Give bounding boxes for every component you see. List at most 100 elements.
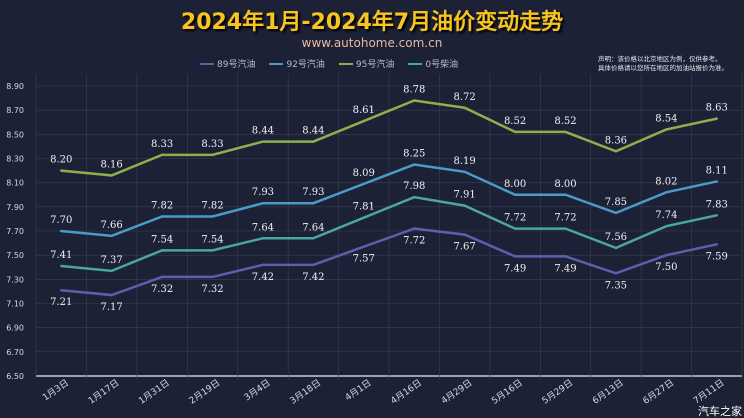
data-point xyxy=(564,130,567,134)
data-label: 8.20 xyxy=(50,155,72,166)
data-point xyxy=(160,215,164,218)
data-label: 8.72 xyxy=(454,92,476,103)
data-point xyxy=(564,227,567,230)
x-tick-label: 4月1日 xyxy=(343,377,373,403)
data-label: 7.57 xyxy=(353,254,375,265)
data-point xyxy=(110,293,113,297)
x-tick-label: 4月16日 xyxy=(389,377,424,406)
chart-subtitle: www.autohome.com.cn xyxy=(301,36,443,50)
data-label: 8.33 xyxy=(201,139,223,150)
x-tick-label: 4月29日 xyxy=(439,377,474,406)
data-label: 7.49 xyxy=(504,263,526,274)
legend-swatch xyxy=(200,62,214,65)
legend-item[interactable]: 92号汽油 xyxy=(269,57,325,70)
data-label: 7.54 xyxy=(151,234,173,245)
y-tick-label: 6.50 xyxy=(6,372,24,381)
legend-label: 95号汽油 xyxy=(355,60,395,70)
legend-swatch xyxy=(338,62,353,65)
data-point xyxy=(211,249,214,252)
data-label: 8.54 xyxy=(655,114,677,125)
x-tick-label: 7月11日 xyxy=(691,377,726,406)
x-tick-label: 1月3日 xyxy=(40,377,70,403)
data-point xyxy=(413,195,416,199)
data-point xyxy=(362,119,365,123)
data-point xyxy=(513,227,517,230)
data-label: 7.82 xyxy=(151,201,173,212)
data-point xyxy=(715,214,718,217)
series-line xyxy=(61,227,718,297)
x-tick-label: 6月27日 xyxy=(641,377,676,406)
x-tick-label: 3月18日 xyxy=(288,377,323,406)
x-tick-label: 3月4日 xyxy=(242,377,272,403)
data-point xyxy=(614,211,618,215)
data-label: 8.36 xyxy=(605,135,627,146)
legend-label: 89号汽油 xyxy=(217,60,256,70)
data-point xyxy=(665,253,668,257)
data-point xyxy=(60,229,63,233)
data-label: 8.52 xyxy=(504,116,526,127)
data-label: 8.02 xyxy=(655,176,677,187)
data-label: 7.85 xyxy=(605,197,627,208)
data-label: 7.82 xyxy=(201,201,223,212)
data-point xyxy=(312,140,315,143)
x-tick-label: 6月13日 xyxy=(591,377,626,406)
data-point xyxy=(362,182,365,186)
data-label: 8.61 xyxy=(353,105,375,116)
y-tick-label: 8.30 xyxy=(6,155,24,164)
legend-item[interactable]: 89号汽油 xyxy=(200,57,255,70)
data-point xyxy=(564,255,567,258)
y-tick-label: 7.70 xyxy=(6,227,24,236)
data-label: 7.98 xyxy=(403,181,425,192)
data-label: 7.83 xyxy=(706,199,728,210)
data-label: 7.66 xyxy=(101,220,123,231)
data-point xyxy=(160,153,164,157)
y-tick-label: 8.90 xyxy=(6,82,24,91)
data-point xyxy=(261,263,265,267)
x-tick-label: 1月17日 xyxy=(86,377,121,406)
y-tick-label: 8.50 xyxy=(6,130,24,139)
data-point xyxy=(211,275,214,279)
data-point xyxy=(160,249,164,252)
data-point xyxy=(110,174,113,177)
data-point xyxy=(513,130,517,134)
data-label: 7.91 xyxy=(454,190,476,201)
data-point xyxy=(60,289,63,292)
data-point xyxy=(665,191,668,194)
data-label: 7.32 xyxy=(201,284,223,295)
data-point xyxy=(614,272,618,275)
legend: 89号汽油 92号汽油 95号汽油 0号柴油 xyxy=(200,57,458,70)
legend-item[interactable]: 0号柴油 xyxy=(408,57,458,70)
data-label: 7.72 xyxy=(554,213,576,224)
data-label: 7.59 xyxy=(706,251,728,262)
data-label: 7.21 xyxy=(50,297,72,308)
data-label: 8.78 xyxy=(403,85,425,96)
chart-title: 2024年1月-2024年7月油价变动走势 xyxy=(180,10,564,35)
legend-swatch xyxy=(269,62,284,65)
data-point xyxy=(312,263,315,267)
data-point xyxy=(513,193,517,196)
data-label: 8.44 xyxy=(252,126,274,137)
data-label: 7.93 xyxy=(302,187,324,198)
y-tick-label: 8.10 xyxy=(6,179,24,188)
legend-item[interactable]: 95号汽油 xyxy=(338,57,395,70)
data-point xyxy=(211,153,214,157)
data-point xyxy=(413,227,416,230)
data-point xyxy=(60,264,63,268)
data-label: 8.44 xyxy=(302,126,324,137)
x-tick-label: 1月31日 xyxy=(137,377,172,406)
data-point xyxy=(665,224,668,228)
legend-label: 92号汽油 xyxy=(286,60,325,70)
data-point xyxy=(614,150,618,153)
data-point xyxy=(463,170,466,173)
data-label: 7.49 xyxy=(554,263,576,274)
data-point xyxy=(362,245,365,248)
data-point xyxy=(413,163,416,166)
data-label: 8.00 xyxy=(504,179,526,190)
data-label: 7.50 xyxy=(655,262,677,273)
y-tick-label: 8.70 xyxy=(6,106,24,115)
y-tick-label: 6.70 xyxy=(6,348,24,357)
data-label: 8.25 xyxy=(403,149,425,160)
series-line xyxy=(61,195,718,273)
data-label: 7.42 xyxy=(302,272,324,283)
y-tick-label: 6.90 xyxy=(6,324,24,333)
